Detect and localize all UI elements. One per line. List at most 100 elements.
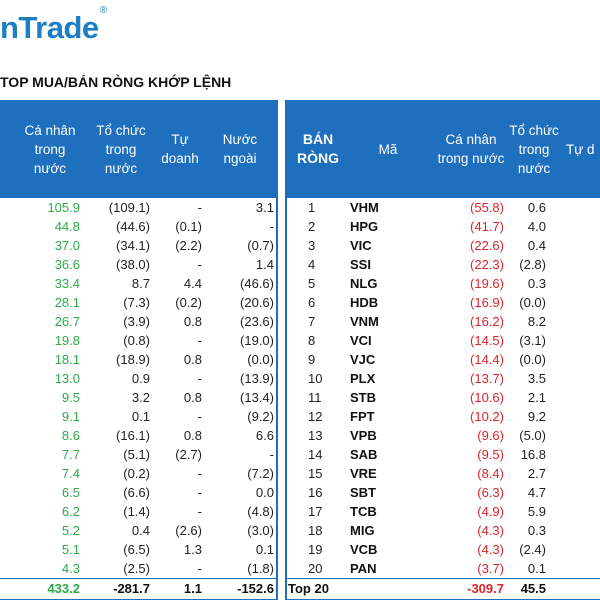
cell-nuoc-ngoai: 1.4 (255, 257, 274, 272)
header-to-chuc: Tổ chức trong nước (96, 122, 146, 176)
cell-tu-doanh: 1.3 (183, 542, 202, 557)
cell-to-chuc: (38.0) (116, 257, 150, 272)
cell-ca-nhan: 4.3 (61, 561, 80, 576)
cell-to-chuc: (34.1) (116, 238, 150, 253)
cell-nuoc-ngoai: 6.6 (255, 428, 274, 443)
header-ban-rong: BÁN RÒNG (297, 131, 339, 166)
cell-to-chuc: (0.2) (123, 466, 150, 481)
table-row: 105.9 (109.1) - 3.1 (0, 198, 277, 217)
cell-rank: 7 (308, 314, 316, 329)
net-buy-table-body: 105.9 (109.1) - 3.1 44.8 (44.6) (0.1) - 37.0 (34.… (0, 198, 277, 578)
cell-ca-nhan: (9.6) (477, 428, 504, 443)
cell-tu-doanh: - (197, 561, 202, 576)
cell-to-chuc: 0.3 (527, 276, 546, 291)
cell-ca-nhan: (55.8) (470, 200, 504, 215)
table-row: 2 HPG (41.7) 4.0 (286, 217, 600, 236)
cell-ca-nhan: (41.7) (470, 219, 504, 234)
table-row: 10 PLX (13.7) 3.5 (286, 369, 600, 388)
cell-ticker: STB (350, 390, 376, 405)
cell-nuoc-ngoai: 0.1 (255, 542, 274, 557)
cell-tu-doanh: 0.8 (183, 390, 202, 405)
cell-rank: 14 (308, 447, 323, 462)
cell-ca-nhan: (4.3) (477, 542, 504, 557)
cell-to-chuc: 4.7 (527, 485, 546, 500)
total-to-chuc: -281.7 (113, 581, 150, 596)
cell-rank: 3 (308, 238, 316, 253)
cell-ca-nhan: (13.7) (470, 371, 504, 386)
table-row: 6.2 (1.4) - (4.8) (0, 502, 277, 521)
table-row: 8 VCI (14.5) (3.1) (286, 331, 600, 350)
table-row: 19.8 (0.8) - (19.0) (0, 331, 277, 350)
total-label: Top 20 (288, 581, 329, 596)
cell-to-chuc: 8.2 (527, 314, 546, 329)
cell-ca-nhan: (14.5) (470, 333, 504, 348)
cell-nuoc-ngoai: (46.6) (240, 276, 274, 291)
cell-ticker: TCB (350, 504, 377, 519)
cell-tu-doanh: (0.2) (175, 295, 202, 310)
cell-ca-nhan: (4.3) (477, 523, 504, 538)
cell-to-chuc: (3.9) (123, 314, 150, 329)
cell-rank: 12 (308, 409, 323, 424)
cell-ticker: VRE (350, 466, 377, 481)
total-ca-nhan: 433.2 (47, 581, 80, 596)
cell-tu-doanh: - (197, 333, 202, 348)
cell-nuoc-ngoai: (3.0) (247, 523, 274, 538)
cell-tu-doanh: 0.8 (183, 428, 202, 443)
table-divider (276, 100, 278, 600)
table-row: 28.1 (7.3) (0.2) (20.6) (0, 293, 277, 312)
cell-tu-doanh: (0.1) (175, 219, 202, 234)
cell-ca-nhan: (9.5) (477, 447, 504, 462)
cell-ticker: VIC (350, 238, 372, 253)
brand-logo: nTrade® (0, 5, 107, 46)
cell-nuoc-ngoai: (19.0) (240, 333, 274, 348)
cell-to-chuc: (0.8) (123, 333, 150, 348)
cell-ca-nhan: 37.0 (54, 238, 80, 253)
cell-nuoc-ngoai: (1.8) (247, 561, 274, 576)
cell-rank: 10 (308, 371, 323, 386)
table-row: 9.1 0.1 - (9.2) (0, 407, 277, 426)
cell-ticker: FPT (350, 409, 375, 424)
cell-rank: 9 (308, 352, 316, 367)
cell-to-chuc: 9.2 (527, 409, 546, 424)
cell-nuoc-ngoai: (13.4) (240, 390, 274, 405)
cell-to-chuc: (2.8) (519, 257, 546, 272)
cell-ca-nhan: 6.5 (61, 485, 80, 500)
cell-rank: 1 (308, 200, 316, 215)
cell-tu-doanh: - (197, 485, 202, 500)
cell-ca-nhan: 33.4 (54, 276, 80, 291)
cell-ca-nhan: (16.2) (470, 314, 504, 329)
net-sell-table-header: BÁN RÒNG Mã Cá nhân trong nước Tổ chức t… (286, 100, 600, 198)
table-row: 20 PAN (3.7) 0.1 (286, 559, 600, 578)
header-ca-nhan: Cá nhân trong nước (24, 122, 76, 176)
cell-ticker: PAN (350, 561, 377, 576)
table-row: 17 TCB (4.9) 5.9 (286, 502, 600, 521)
table-row: 33.4 8.7 4.4 (46.6) (0, 274, 277, 293)
cell-nuoc-ngoai: - (269, 447, 274, 462)
registered-mark: ® (99, 4, 107, 16)
cell-to-chuc: 0.3 (527, 523, 546, 538)
cell-ca-nhan: (6.3) (477, 485, 504, 500)
cell-to-chuc: (16.1) (116, 428, 150, 443)
table-row: 6 HDB (16.9) (0.0) (286, 293, 600, 312)
cell-rank: 15 (308, 466, 323, 481)
cell-to-chuc: (1.4) (123, 504, 150, 519)
cell-rank: 5 (308, 276, 316, 291)
logo-text: nTrade (0, 10, 99, 45)
cell-to-chuc: (2.4) (519, 542, 546, 557)
cell-to-chuc: 2.1 (527, 390, 546, 405)
total-tu-doanh: 1.1 (183, 581, 202, 596)
cell-ticker: NLG (350, 276, 378, 291)
cell-to-chuc: 3.2 (131, 390, 150, 405)
net-buy-table-header: Cá nhân trong nước Tổ chức trong nước Tự… (0, 100, 277, 198)
cell-tu-doanh: (2.7) (175, 447, 202, 462)
cell-ca-nhan: (10.6) (470, 390, 504, 405)
cell-ticker: HPG (350, 219, 379, 234)
cell-nuoc-ngoai: (4.8) (247, 504, 274, 519)
cell-ca-nhan: 26.7 (54, 314, 80, 329)
cell-ca-nhan: (14.4) (470, 352, 504, 367)
cell-to-chuc: (44.6) (116, 219, 150, 234)
cell-nuoc-ngoai: 0.0 (255, 485, 274, 500)
cell-nuoc-ngoai: (20.6) (240, 295, 274, 310)
cell-nuoc-ngoai: - (269, 219, 274, 234)
total-ca-nhan: -309.7 (467, 581, 504, 596)
